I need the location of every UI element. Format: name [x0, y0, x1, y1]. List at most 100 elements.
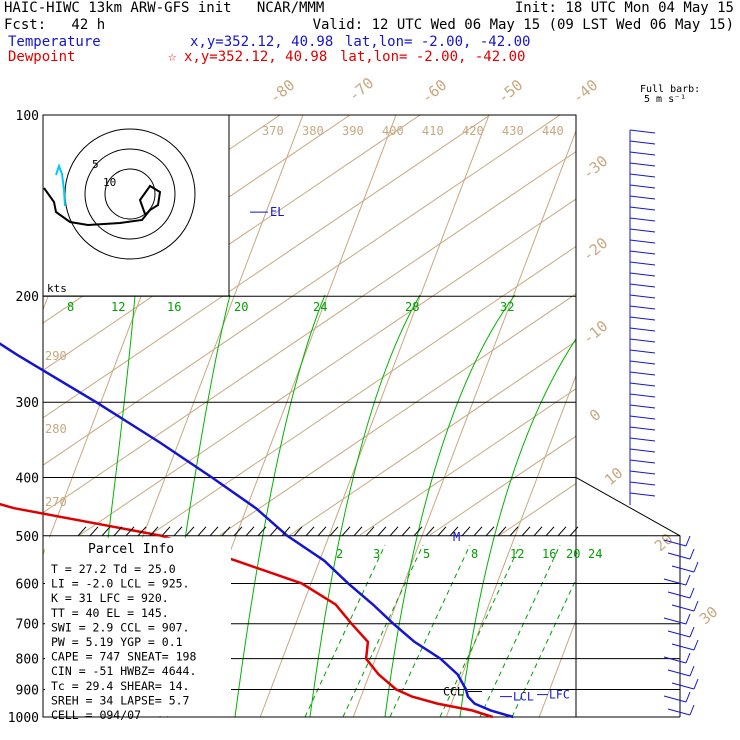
theta-label: 410	[422, 124, 444, 138]
barb-key-title: Full barb:	[640, 84, 701, 95]
hodograph-ring	[84, 148, 176, 240]
wind-barb-flag	[685, 574, 691, 586]
hatch-mark	[545, 526, 555, 537]
pressure-label: 500	[16, 530, 39, 545]
wind-barb-flag	[693, 561, 699, 573]
theta-label: 440	[542, 124, 564, 138]
wind-barb	[629, 228, 656, 233]
parcel-title: Parcel Info	[88, 542, 174, 557]
hatch-mark	[413, 526, 423, 537]
wind-barb-flag	[689, 626, 695, 638]
hatch-mark	[125, 526, 135, 537]
plot-frame	[42, 114, 577, 718]
pressure-label: 700	[16, 618, 39, 633]
hatch-mark	[353, 526, 363, 537]
wind-barb	[629, 448, 656, 453]
isotherm-line	[720, 115, 740, 730]
temperature-latlon: lat,lon= -2.00, -42.00	[345, 34, 531, 50]
wind-barb	[629, 305, 656, 310]
hatch-mark	[221, 526, 231, 537]
isotherm-line	[352, 129, 576, 717]
pressure-label: 400	[16, 471, 39, 486]
wind-barb	[629, 393, 656, 398]
init-time: Init: 18 UTC Mon 04 May 15	[514, 0, 734, 16]
parcel-row: K = 31 LFC = 920.	[51, 591, 169, 605]
parcel-row: TT = 40 EL = 145.	[51, 606, 169, 620]
temperature-profile	[0, 342, 514, 719]
hatch-mark	[509, 526, 519, 537]
theta-label: 280	[45, 422, 67, 436]
wind-barb	[629, 349, 656, 354]
wind-barb	[629, 162, 656, 167]
wind-barb	[667, 552, 691, 560]
mixing-ratio-label: 5	[423, 547, 430, 561]
parcel-row: SREH = 34 LAPSE= 5.7	[51, 693, 190, 707]
hodograph-box	[42, 114, 230, 297]
lfc-label: LFC	[549, 688, 570, 702]
pressure-label: 300	[16, 396, 39, 411]
hatch-mark	[497, 526, 507, 537]
hatch-mark	[161, 526, 171, 537]
wind-barb-flag	[689, 704, 695, 716]
dry-adiabat-line	[149, 245, 576, 536]
wind-barb	[663, 695, 687, 703]
theta-label: 290	[45, 349, 67, 363]
parcel-row: T = 27.2 Td = 25.0	[51, 562, 176, 576]
wind-barb-flag	[689, 665, 695, 677]
hatch-mark	[173, 526, 183, 537]
theta-label: 420	[462, 124, 484, 138]
wind-barb-flag	[689, 587, 695, 599]
theta-label: 370	[262, 124, 284, 138]
mixing-ratio-label: 8	[67, 300, 74, 314]
wind-barb-flag	[689, 548, 695, 560]
wind-barb	[629, 140, 656, 145]
wind-barb-flag	[685, 535, 691, 547]
temperature-legend: Temperature	[8, 34, 101, 50]
ccl-label: CCL	[443, 684, 464, 698]
pressure-label: 600	[16, 577, 39, 592]
wind-barb	[663, 656, 687, 664]
wind-barb	[629, 470, 656, 475]
wind-barb	[629, 437, 656, 442]
mixing-ratio-label: 16	[542, 547, 556, 561]
parcel-row: PW = 5.19 YGP = 0.1	[51, 635, 183, 649]
mixing-ratio-line	[439, 544, 521, 717]
wind-barb	[671, 604, 695, 612]
wind-barb	[629, 404, 656, 409]
isotherm-label: 30	[696, 603, 721, 628]
wind-barb	[671, 565, 695, 573]
model-title: HAIC-HIWC 13km ARW-GFS init NCAR/MMM	[4, 0, 325, 16]
parcel-row: Tc = 29.4 SHEAR= 14.	[51, 679, 189, 693]
lcl-label: LCL	[513, 690, 534, 704]
pressure-label: 800	[16, 653, 39, 668]
hatch-mark	[293, 526, 303, 537]
pressure-label: 900	[16, 683, 39, 698]
isotherm-label: -20	[579, 234, 611, 265]
wind-barb	[671, 682, 695, 690]
wind-barb	[629, 426, 656, 431]
barb-key-units: 5 m s⁻¹	[644, 94, 687, 105]
isotherm-label: 0	[586, 405, 604, 425]
parcel-row: CELL = 094/07	[51, 708, 141, 722]
theta-label: 430	[502, 124, 524, 138]
dry-adiabat-line	[79, 198, 576, 536]
mixing-ratio-line	[511, 578, 576, 717]
wind-barb	[667, 669, 691, 677]
wind-barb	[629, 184, 656, 189]
hodograph-trace	[43, 184, 162, 227]
hodograph-units: kts	[47, 282, 67, 295]
m-label: M	[453, 530, 460, 544]
wind-barb	[629, 272, 656, 277]
wind-barb	[629, 338, 656, 343]
wind-barb	[663, 578, 687, 586]
parcel-row: SWI = 2.9 CCL = 907.	[51, 620, 189, 634]
hodograph-ring-label: 10	[103, 176, 116, 189]
hatch-mark	[149, 526, 159, 537]
wind-barb-flag	[693, 678, 699, 690]
hatch-mark	[305, 526, 315, 537]
wind-barb	[629, 492, 656, 497]
parcel-row: LI = -2.0 LCL = 925.	[51, 577, 189, 591]
hatch-mark	[437, 526, 447, 537]
